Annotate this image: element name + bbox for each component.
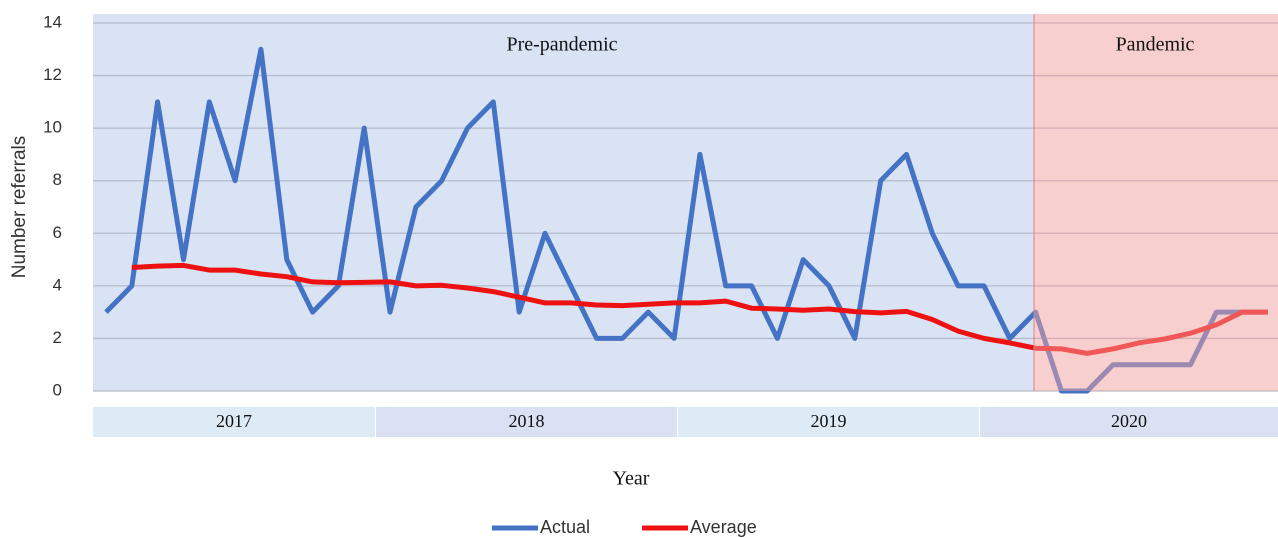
year-label: 2017	[216, 411, 252, 431]
y-axis-label: Number referrals	[9, 136, 30, 279]
y-tick-label: 14	[43, 12, 62, 31]
y-tick-label: 8	[53, 170, 62, 189]
year-band	[93, 407, 375, 437]
year-band	[376, 407, 677, 437]
legend-label: Average	[690, 517, 757, 537]
region-label: Pre-pandemic	[506, 34, 617, 56]
y-tick-label: 2	[53, 328, 62, 347]
y-tick-label: 10	[43, 118, 62, 137]
year-label: 2019	[811, 411, 847, 431]
region-label: Pandemic	[1116, 34, 1195, 56]
y-tick-label: 4	[53, 275, 62, 294]
legend-label: Actual	[540, 517, 590, 537]
year-band	[678, 407, 979, 437]
year-label: 2018	[509, 411, 545, 431]
pre-pandemic-region	[93, 14, 1034, 391]
pandemic-region	[1034, 14, 1278, 391]
year-band	[980, 407, 1278, 437]
y-tick-label: 12	[43, 65, 62, 84]
year-label: 2020	[1111, 411, 1147, 431]
y-tick-label: 6	[53, 223, 62, 242]
y-tick-label: 0	[53, 380, 62, 399]
x-axis-label: Year	[613, 468, 650, 490]
